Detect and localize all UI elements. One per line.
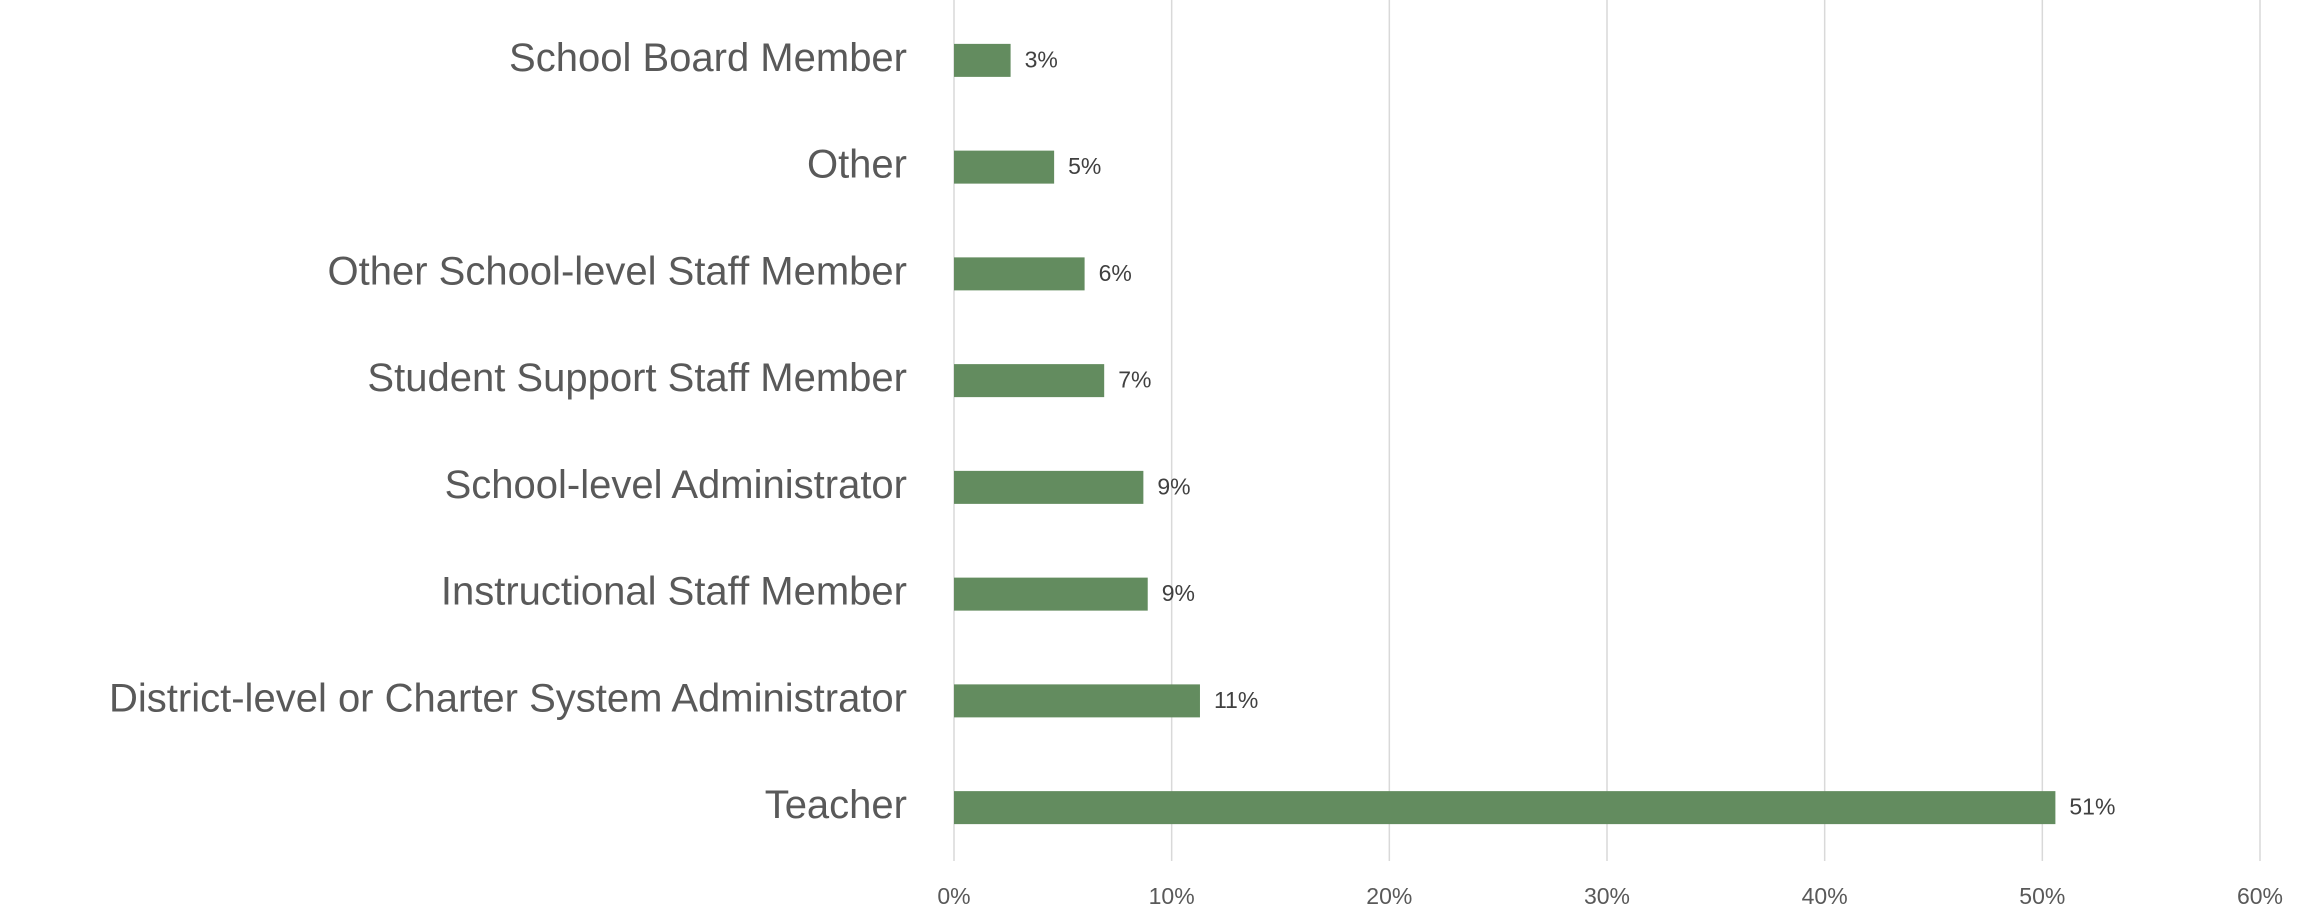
bar [954, 257, 1085, 291]
x-tick-label: 60% [2237, 883, 2283, 909]
x-tick-label: 10% [1149, 883, 1195, 909]
x-tick-label: 0% [937, 883, 970, 909]
value-label: 7% [1118, 367, 1151, 393]
x-tick-label: 20% [1366, 883, 1412, 909]
value-label: 51% [2069, 794, 2115, 820]
category-label: School Board Member [509, 36, 907, 80]
bar [954, 791, 2056, 825]
category-label: Other School-level Staff Member [327, 249, 907, 293]
bar [954, 470, 1144, 504]
value-label: 3% [1025, 46, 1058, 72]
bar [954, 364, 1105, 398]
bar [954, 577, 1148, 611]
value-label: 5% [1068, 153, 1101, 179]
category-label: Teacher [765, 783, 907, 827]
category-label: Instructional Staff Member [441, 570, 907, 614]
value-label: 9% [1162, 580, 1195, 606]
value-label: 11% [1214, 687, 1258, 713]
category-label: School-level Administrator [445, 463, 907, 507]
bar [954, 43, 1011, 77]
category-label: Student Support Staff Member [367, 356, 907, 400]
category-label: Other [807, 143, 907, 187]
category-label: District-level or Charter System Adminis… [109, 676, 907, 720]
bar [954, 150, 1055, 184]
x-tick-label: 40% [1802, 883, 1848, 909]
value-label: 9% [1157, 473, 1190, 499]
bar [954, 684, 1200, 718]
value-label: 6% [1099, 260, 1132, 286]
x-tick-label: 30% [1584, 883, 1630, 909]
x-tick-label: 50% [2019, 883, 2065, 909]
